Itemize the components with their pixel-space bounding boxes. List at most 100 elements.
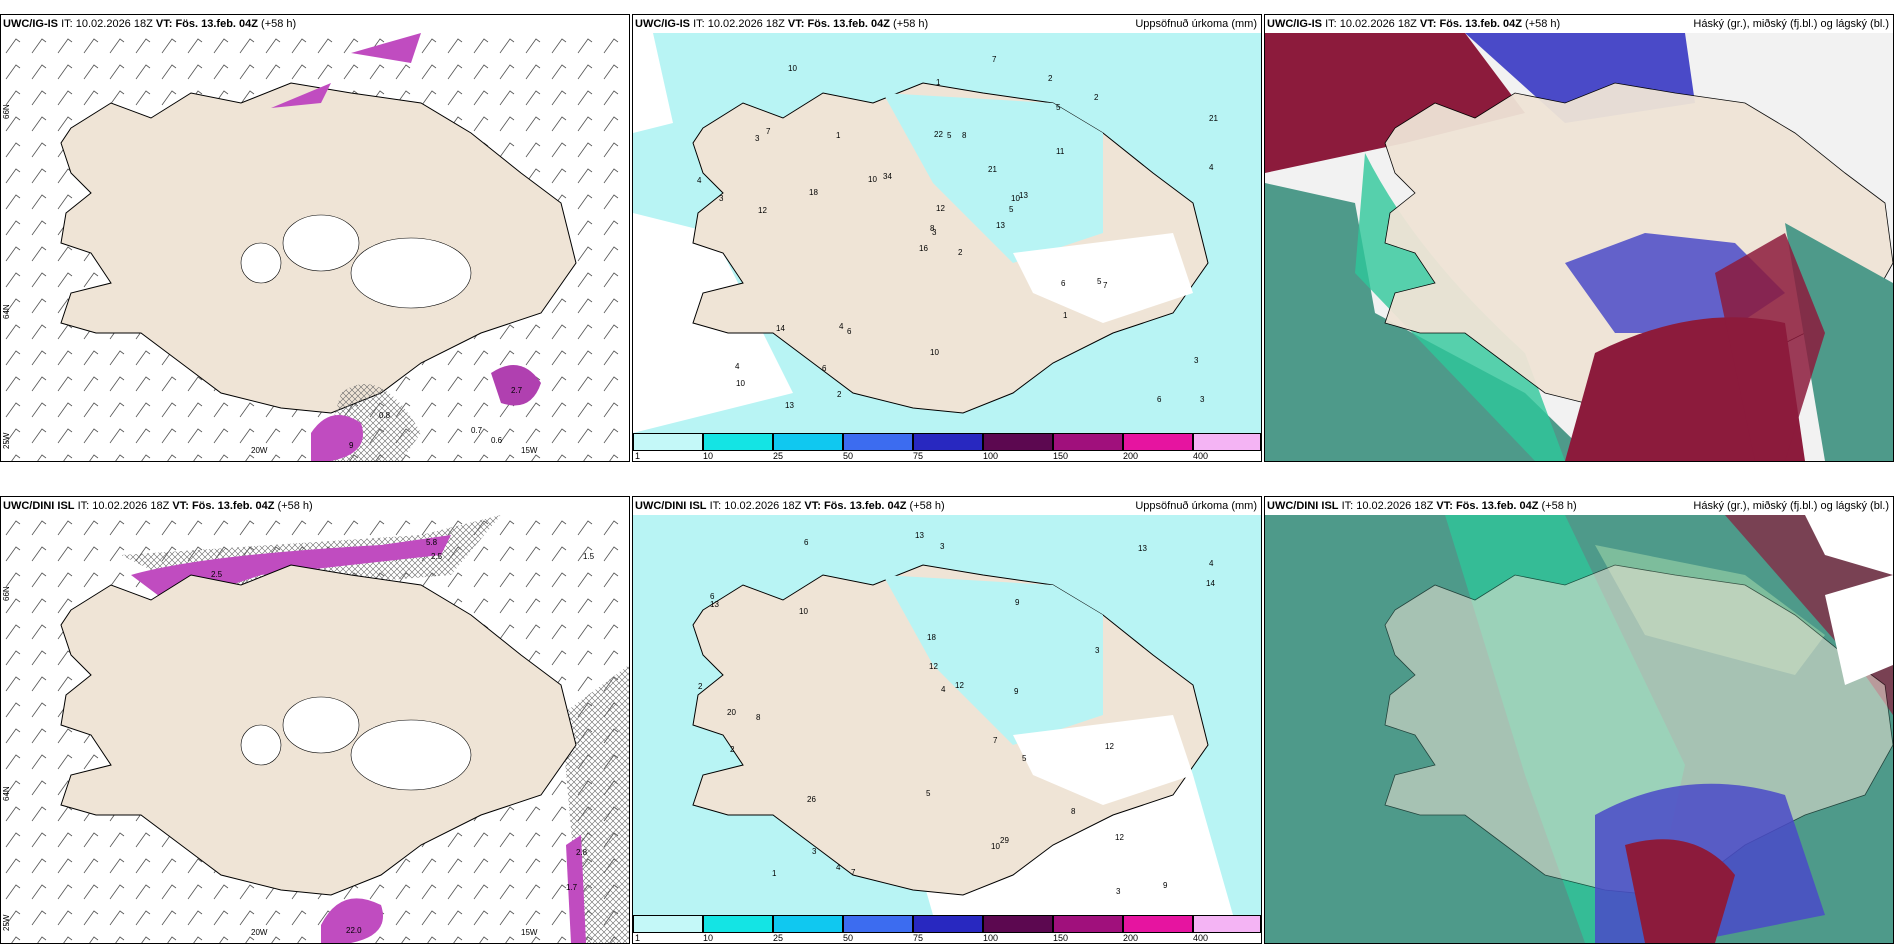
svg-text:2.8: 2.8 (576, 848, 588, 857)
precip-value-label: 12 (955, 681, 964, 690)
panel-header: UWC/IG-IS IT: 10.02.2026 18Z VT: Fös. 13… (3, 18, 297, 30)
cloud-map (1265, 33, 1893, 461)
cloud-title: Háský (gr.), miðský (fj.bl.) og lágský (… (1693, 500, 1889, 512)
cb-label: 400 (1193, 451, 1209, 461)
precip-value-label: 21 (988, 165, 997, 174)
precip-value-label: 1 (772, 869, 777, 878)
wind-map-svg: 20W 15W 66N 64N 25W 5.8 2.5 1.5 2.5 2.8 … (1, 515, 629, 943)
precip-value-label: 14 (776, 324, 785, 333)
svg-text:15W: 15W (521, 928, 538, 937)
precip-value-label: 1 (836, 131, 841, 140)
precip-value-label: 8 (930, 224, 935, 233)
precip-value-label: 6 (1061, 279, 1066, 288)
panel-header: UWC/DINI ISL IT: 10.02.2026 18Z VT: Fös.… (1267, 500, 1577, 512)
cb-label: 75 (913, 451, 924, 461)
precip-value-label: 22 (934, 130, 943, 139)
svg-text:66N: 66N (2, 586, 11, 601)
cb-label: 200 (1123, 451, 1139, 461)
precip-value-label: 5 (1056, 103, 1061, 112)
cb-cell (773, 433, 843, 451)
precip-value-label: 3 (719, 194, 724, 203)
precip-value-label: 7 (1103, 281, 1108, 290)
cb-label: 50 (843, 933, 854, 943)
cb-label: 10 (703, 933, 714, 943)
precip-value-label: 10 (930, 348, 939, 357)
precip-value-label: 8 (756, 713, 761, 722)
precip-value-label: 10 (788, 64, 797, 73)
svg-text:2.5: 2.5 (431, 552, 443, 561)
precip-value-label: 3 (1194, 356, 1199, 365)
precip-colorbar: 1 10 25 50 75 100 150 200 400 (633, 433, 1261, 461)
precip-value-label: 12 (936, 204, 945, 213)
svg-text:22.0: 22.0 (346, 926, 362, 935)
cb-label: 100 (983, 933, 999, 943)
svg-text:64N: 64N (2, 786, 11, 801)
precip-value-label: 26 (807, 795, 816, 804)
precip-value-label: 2 (698, 682, 703, 691)
precip-value-label: 8 (962, 131, 967, 140)
precip-number-labels: 2334106285131031221161113222114341065137… (697, 55, 1218, 410)
precip-value-label: 3 (755, 134, 760, 143)
cb-label: 50 (843, 451, 854, 461)
svg-text:15W: 15W (521, 446, 538, 455)
precip-value-label: 12 (758, 206, 767, 215)
precip-value-label: 10 (736, 379, 745, 388)
cb-cell (1193, 433, 1261, 451)
precip-value-label: 9 (1163, 881, 1168, 890)
precip-value-label: 4 (839, 322, 844, 331)
precip-value-label: 4 (941, 685, 946, 694)
svg-text:20W: 20W (251, 446, 268, 455)
precip-value-label: 7 (993, 736, 998, 745)
precip-value-label: 13 (1138, 544, 1147, 553)
cb-cell (773, 915, 843, 933)
svg-text:0.7: 0.7 (471, 426, 483, 435)
svg-text:25W: 25W (2, 914, 11, 931)
precip-value-label: 10 (868, 175, 877, 184)
wind-panel-top: UWC/IG-IS IT: 10.02.2026 18Z VT: Fös. 13… (0, 14, 630, 462)
cloud-title: Háský (gr.), miðský (fj.bl.) og lágský (… (1693, 18, 1889, 30)
precip-value-label: 4 (697, 176, 702, 185)
cb-label: 25 (773, 933, 784, 943)
cb-cell (1053, 433, 1123, 451)
precip-value-label: 3 (932, 228, 937, 237)
precip-value-label: 20 (727, 708, 736, 717)
precip-value-label: 2 (1048, 74, 1053, 83)
cb-cell (913, 915, 983, 933)
cloud-panel-top: UWC/IG-IS IT: 10.02.2026 18Z VT: Fös. 13… (1264, 14, 1894, 462)
cb-cell (703, 915, 773, 933)
precip-map: 2 3 3 4 6 9 8 9 18 13 12 12 13 13 10 26 29 20 7 5 8 12 14 12 3 4 5… (633, 515, 1261, 915)
precip-value-label: 11 (1056, 147, 1065, 156)
precip-map-svg: 2334698918131212131310262920758121412345… (633, 515, 1261, 915)
cloud-map (1265, 515, 1893, 943)
cb-label: 150 (1053, 933, 1069, 943)
cb-label: 100 (983, 451, 999, 461)
precip-value-label: 13 (996, 221, 1005, 230)
panel-header: UWC/DINI ISL IT: 10.02.2026 18Z VT: Fös.… (3, 500, 313, 512)
cb-cell (1123, 915, 1193, 933)
svg-text:1.7: 1.7 (566, 883, 578, 892)
cb-label: 75 (913, 933, 924, 943)
cloud-map-svg (1265, 515, 1893, 943)
cb-cell (983, 433, 1053, 451)
cb-label: 1 (635, 451, 641, 461)
precip-value-label: 4 (1209, 559, 1214, 568)
precip-value-label: 5 (926, 789, 931, 798)
precip-title: Uppsöfnuð úrkoma (mm) (1135, 18, 1257, 30)
svg-text:1.5: 1.5 (583, 552, 595, 561)
precip-title: Uppsöfnuð úrkoma (mm) (1135, 500, 1257, 512)
precip-colorbar: 1 10 25 50 75 100 150 200 400 (633, 915, 1261, 943)
cloud-panel-bottom: UWC/DINI ISL IT: 10.02.2026 18Z VT: Fös.… (1264, 496, 1894, 944)
precip-value-label: 21 (1209, 114, 1218, 123)
cb-cell (1123, 433, 1193, 451)
precip-value-label: 2 (730, 745, 735, 754)
cb-cell (633, 433, 703, 451)
precip-value-label: 8 (1071, 807, 1076, 816)
precip-value-label: 2 (837, 390, 842, 399)
svg-text:9: 9 (349, 441, 354, 450)
precip-value-label: 9 (1015, 598, 1020, 607)
precip-value-label: 6 (710, 592, 715, 601)
precip-value-label: 3 (812, 847, 817, 856)
precip-value-label: 16 (919, 244, 928, 253)
cb-label: 200 (1123, 933, 1139, 943)
panel-header: UWC/IG-IS IT: 10.02.2026 18Z VT: Fös. 13… (635, 18, 929, 30)
